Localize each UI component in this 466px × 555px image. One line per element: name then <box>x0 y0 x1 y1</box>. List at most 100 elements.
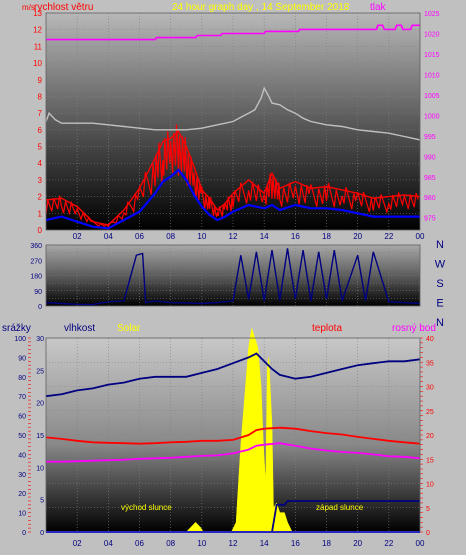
temperature-series <box>45 426 421 445</box>
temperature-tick-label: 5 <box>426 506 430 513</box>
x-tick-label: 02 <box>73 232 82 241</box>
x-tick-label: 18 <box>322 232 331 241</box>
humidity-tick-label: 5 <box>40 498 44 505</box>
direction-tick-label: 0 <box>38 304 42 311</box>
x-tick-label: 12 <box>229 232 238 241</box>
wind-speed-tick-label: 11 <box>34 42 43 51</box>
compass-letter: E <box>436 298 443 310</box>
rain-tick-label: 100 <box>14 336 26 343</box>
x-tick-label: 04 <box>104 539 113 548</box>
humidity-tick-label: 30 <box>36 336 44 343</box>
x-tick-label: 06 <box>135 539 144 548</box>
x-tick-label: 06 <box>135 232 144 241</box>
wind-speed-tick-label: 13 <box>33 9 42 18</box>
compass-letter: N <box>436 317 444 329</box>
x-tick-label: 22 <box>384 539 393 548</box>
x-tick-label: 00 <box>416 232 425 241</box>
rain-tick-label: 0 <box>22 530 26 537</box>
humidity-tick-label: 10 <box>36 465 44 472</box>
pressure-series <box>46 24 420 41</box>
pressure-tick-label: 1000 <box>424 113 440 120</box>
sunset-annotation: západ slunce <box>316 503 364 512</box>
wind-direction-series <box>45 248 421 306</box>
wind-speed-tick-label: 4 <box>38 159 43 168</box>
rain-tick-label: 90 <box>18 355 26 362</box>
wind-speed-tick-label: 12 <box>33 26 42 35</box>
pressure-tick-label: 985 <box>424 175 436 182</box>
direction-tick-label: 360 <box>30 243 42 250</box>
temperature-tick-label: 25 <box>426 409 434 416</box>
x-tick-label: 10 <box>197 232 206 241</box>
x-tick-label: 20 <box>353 232 362 241</box>
wind-speed-tick-label: 3 <box>38 176 43 185</box>
temperature-label: teplota <box>312 323 342 334</box>
direction-tick-label: 90 <box>34 289 42 296</box>
pressure-tick-label: 1025 <box>424 11 440 18</box>
rain-tick-label: 40 <box>18 452 26 459</box>
rain-tick-label: 20 <box>18 491 26 498</box>
temperature-tick-label: 35 <box>426 360 434 367</box>
wind-speed-tick-label: 6 <box>38 126 43 135</box>
dew-point-label: rosný bod <box>392 323 436 334</box>
wind-speed-tick-label: 2 <box>38 193 43 202</box>
pressure-tick-label: 995 <box>424 134 436 141</box>
x-tick-label: 04 <box>104 232 113 241</box>
humidity-tick-label: 20 <box>36 401 44 408</box>
pressure-tick-label: 1010 <box>424 72 440 79</box>
wind-speed-tick-label: 1 <box>38 209 43 218</box>
pressure-tick-label: 1015 <box>424 52 440 59</box>
pressure-tick-label: 975 <box>424 216 436 223</box>
solar-label: Solar <box>117 323 141 334</box>
pressure-tick-label: 990 <box>424 154 436 161</box>
compass-letter: S <box>436 278 443 290</box>
wind-speed-tick-label: 5 <box>38 143 43 152</box>
x-tick-label: 18 <box>322 539 331 548</box>
x-tick-label: 14 <box>260 232 269 241</box>
pressure-label: tlak <box>370 2 387 13</box>
x-tick-label: 00 <box>416 539 425 548</box>
temperature-tick-label: 10 <box>426 482 434 489</box>
x-tick-label: 16 <box>291 539 300 548</box>
rain-tick-label: 30 <box>18 472 26 479</box>
humidity-series <box>45 352 421 398</box>
humidity-tick-label: 0 <box>40 530 44 537</box>
rain-tick-label: 10 <box>18 511 26 518</box>
x-tick-label: 20 <box>353 539 362 548</box>
x-tick-label: 16 <box>291 232 300 241</box>
direction-tick-label: 180 <box>30 274 42 281</box>
x-tick-label: 12 <box>229 539 238 548</box>
x-tick-label: 10 <box>197 539 206 548</box>
rain-tick-label: 60 <box>18 414 26 421</box>
x-tick-label: 02 <box>73 539 82 548</box>
chart-title: 24 hour graph day , 14 September 2018 <box>172 2 350 13</box>
temperature-panel-border <box>45 337 421 533</box>
wind-speed-series <box>45 130 421 226</box>
pressure-tick-label: 980 <box>424 195 436 202</box>
wind-speed-tick-label: 10 <box>33 59 42 68</box>
sunrise-annotation: východ slunce <box>121 503 172 512</box>
direction-panel-border <box>45 244 421 307</box>
rain-tick-label: 80 <box>18 375 26 382</box>
humidity-tick-label: 25 <box>36 368 44 375</box>
x-tick-label: 22 <box>384 232 393 241</box>
wind-speed-label: rychlost větru <box>34 2 93 13</box>
gray-series <box>45 86 421 141</box>
humidity-tick-label: 15 <box>36 433 44 440</box>
wind-gust-series <box>45 124 419 228</box>
wind-average-series <box>45 168 420 230</box>
dew-point-series <box>46 442 421 463</box>
wind-speed-tick-label: 7 <box>38 109 43 118</box>
temperature-tick-label: 15 <box>426 457 434 464</box>
rain-tick-label: 50 <box>18 433 26 440</box>
wind-panel-border <box>45 12 421 231</box>
compass-letter: N <box>436 239 444 251</box>
wind-speed-tick-label: 9 <box>38 76 43 85</box>
x-tick-label: 14 <box>260 539 269 548</box>
rain-label: srážky <box>2 323 31 334</box>
rain-tick-label: 70 <box>18 394 26 401</box>
pressure-tick-label: 1020 <box>424 31 440 38</box>
wind-speed-tick-label: 8 <box>38 92 43 101</box>
temperature-tick-label: 0 <box>426 530 430 537</box>
